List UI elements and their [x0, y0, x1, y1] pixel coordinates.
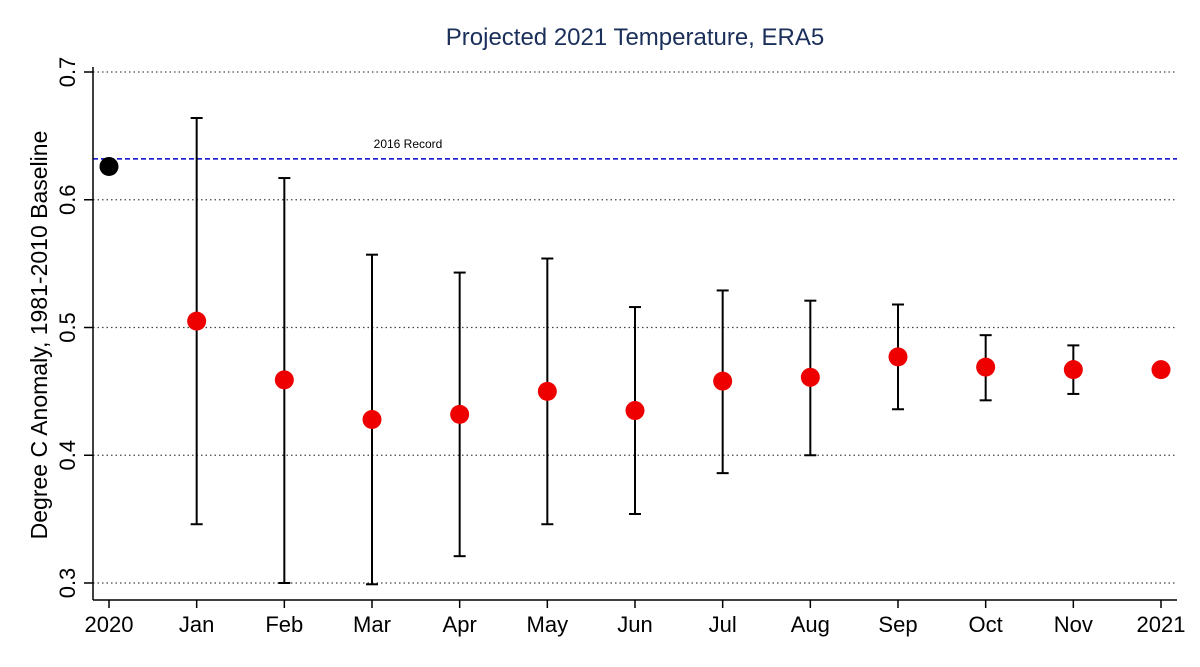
y-tick-label: 0.7 [55, 57, 80, 88]
x-tick-label: May [527, 612, 569, 637]
chart-title: Projected 2021 Temperature, ERA5 [446, 24, 824, 51]
y-axis-label: Degree C Anomaly, 1981-2010 Baseline [26, 131, 52, 540]
x-tick-label: 2020 [85, 612, 134, 637]
data-point [362, 409, 382, 429]
data-point [800, 367, 820, 387]
y-tick-label: 0.6 [55, 184, 80, 215]
x-tick-label: Aug [791, 612, 830, 637]
x-tick-label: Oct [969, 612, 1003, 637]
y-tick-label: 0.4 [55, 440, 80, 471]
data-point [274, 370, 294, 390]
y-tick-label: 0.5 [55, 312, 80, 343]
reference-line-group: 2016 Record [93, 137, 1177, 160]
data-point [976, 357, 996, 377]
data-point-2020 [99, 157, 119, 177]
x-tick-label: Jun [617, 612, 652, 637]
data-point [187, 311, 207, 331]
data-point [537, 381, 557, 401]
x-tick-label: Apr [443, 612, 477, 637]
x-tick-label: Sep [878, 612, 917, 637]
data-point [1151, 360, 1171, 380]
data-points [99, 157, 1171, 429]
grid-lines [93, 71, 1177, 584]
data-point [713, 371, 733, 391]
data-point [888, 347, 908, 367]
error-bars [190, 116, 1080, 586]
x-tick-label: Jan [179, 612, 214, 637]
reference-line-label: 2016 Record [374, 137, 443, 151]
data-point [1063, 360, 1083, 380]
x-tick-label: Feb [265, 612, 303, 637]
axes: 0.3 0.4 0.5 0.6 0.7 2020 Jan Feb Mar Apr May Jun Jul… [55, 57, 1185, 637]
data-point [625, 401, 645, 421]
x-tick-label: 2021 [1137, 612, 1186, 637]
x-tick-label: Nov [1054, 612, 1093, 637]
y-tick-label: 0.3 [55, 568, 80, 599]
x-tick-label: Jul [709, 612, 737, 637]
x-tick-label: Mar [353, 612, 391, 637]
data-point [450, 404, 470, 424]
